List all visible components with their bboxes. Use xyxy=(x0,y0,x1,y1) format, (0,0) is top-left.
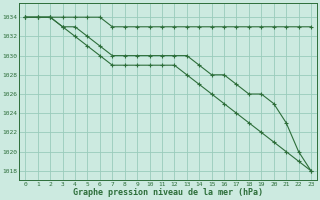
X-axis label: Graphe pression niveau de la mer (hPa): Graphe pression niveau de la mer (hPa) xyxy=(73,188,263,197)
